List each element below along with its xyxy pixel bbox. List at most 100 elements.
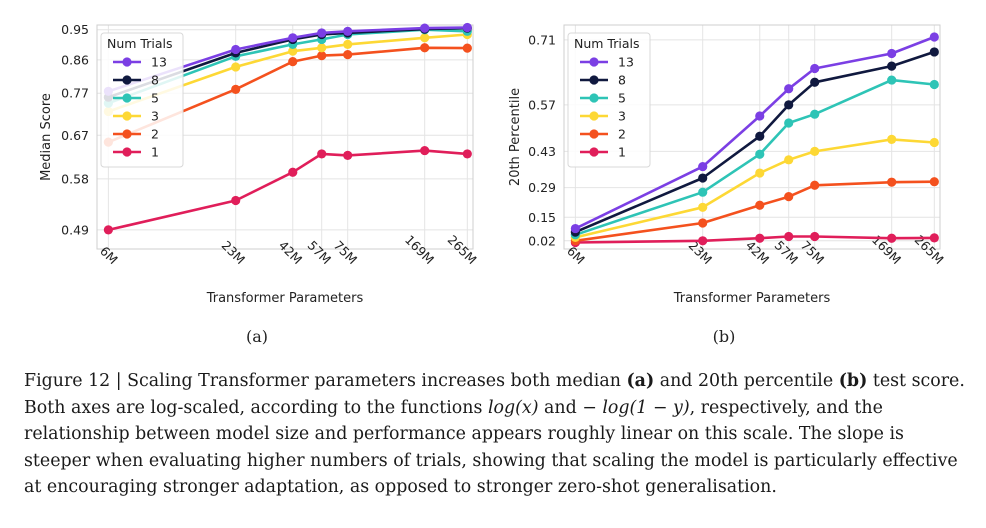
x-tick-label: 169M — [402, 232, 437, 267]
data-point — [810, 63, 820, 74]
data-point — [317, 28, 327, 38]
x-tick-label: 75M — [331, 238, 360, 267]
data-point — [231, 62, 241, 72]
series-1 — [103, 145, 472, 235]
data-point — [288, 46, 298, 56]
plot-frame-a — [96, 24, 474, 250]
data-point — [887, 75, 897, 85]
y-tick-label: 0.95 — [61, 22, 89, 37]
data-point — [755, 233, 765, 243]
y-tick-label: 0.77 — [61, 86, 89, 101]
series-13 — [570, 32, 939, 234]
legend-swatch-marker — [589, 147, 599, 157]
data-point — [462, 149, 472, 159]
caption-text-1: Figure 12 | Scaling Transformer paramete… — [24, 371, 627, 391]
caption-text-4: and — [538, 397, 583, 418]
data-point — [929, 32, 939, 42]
data-point — [929, 233, 939, 243]
series-8 — [570, 47, 939, 237]
legend-label: 8 — [618, 73, 626, 88]
legend-swatch-marker — [122, 75, 132, 85]
x-tick-label: 75M — [798, 238, 827, 267]
data-point — [420, 23, 430, 33]
legend-swatch-marker — [589, 93, 599, 103]
caption-function-1: log(x) — [487, 397, 539, 418]
legend-label: 8 — [151, 73, 159, 88]
data-point — [887, 134, 897, 144]
data-point — [810, 146, 820, 156]
series-5 — [570, 75, 939, 240]
legend-b: Num Trials 13 8 5 3 2 1 — [567, 32, 651, 168]
x-axis-label: Transformer Parameters — [206, 291, 364, 306]
y-tick-label: 0.29 — [528, 180, 556, 195]
legend-swatch-marker — [122, 147, 132, 157]
x-axis-label: Transformer Parameters — [673, 291, 831, 306]
legend-label: 3 — [618, 109, 626, 124]
data-point — [462, 43, 472, 53]
data-point — [698, 161, 708, 172]
legend-label: 1 — [151, 145, 159, 160]
data-point — [755, 131, 765, 141]
data-point — [755, 200, 765, 210]
x-tick-label: 265M — [445, 232, 480, 267]
legend-title: Num Trials — [107, 36, 172, 51]
y-tick-label: 0.02 — [528, 233, 556, 248]
y-tick-label: 0.58 — [61, 171, 89, 186]
data-point — [810, 109, 820, 119]
caption-text-2: and 20th percentile — [654, 371, 839, 391]
panel-label: (a) — [246, 327, 268, 346]
data-point — [698, 187, 708, 197]
data-point — [462, 22, 472, 33]
legend-title: Num Trials — [574, 36, 639, 51]
data-point — [810, 77, 820, 87]
series-3 — [570, 134, 939, 242]
legend-swatch-marker — [122, 111, 132, 121]
data-point — [810, 231, 820, 242]
legend-label: 13 — [618, 55, 634, 70]
data-point — [784, 84, 794, 94]
legend-swatch-marker — [589, 129, 599, 139]
legend-label: 13 — [151, 55, 167, 70]
data-point — [570, 223, 580, 234]
y-tick-label: 0.43 — [528, 144, 556, 159]
legend-label: 2 — [618, 127, 626, 142]
x-tick-label: 42M — [276, 238, 305, 267]
data-point — [420, 43, 430, 53]
series-13 — [103, 22, 472, 96]
data-point — [784, 118, 794, 128]
data-point — [231, 84, 241, 94]
legend-label: 1 — [618, 145, 626, 160]
panel-label: (b) — [713, 327, 736, 346]
data-point — [103, 225, 113, 235]
data-point — [698, 236, 708, 246]
data-point — [755, 168, 765, 178]
data-point — [755, 111, 765, 121]
y-tick-label: 0.67 — [61, 128, 89, 143]
data-point — [887, 177, 897, 187]
data-point — [317, 149, 327, 159]
data-point — [420, 145, 430, 156]
legend-swatch-marker — [589, 57, 599, 67]
caption-text-3: test score. Both axes are log-scaled, ac… — [24, 371, 965, 418]
caption-ref-a: (a) — [626, 371, 655, 391]
data-point — [929, 177, 939, 187]
legend-label: 5 — [618, 91, 626, 106]
y-tick-label: 0.57 — [528, 97, 556, 112]
data-point — [343, 26, 353, 36]
data-point — [698, 218, 708, 228]
legend-label: 2 — [151, 127, 159, 142]
x-tick-label: 57M — [305, 238, 334, 267]
legend-label: 3 — [151, 109, 159, 124]
caption-ref-b: (b) — [838, 371, 868, 391]
data-point — [343, 150, 353, 160]
caption-function-2: − log(1 − y) — [582, 397, 690, 418]
plot-frame-b — [563, 24, 941, 250]
legend-swatch-marker — [122, 93, 132, 103]
legend-swatch-marker — [122, 129, 132, 139]
y-tick-label: 0.71 — [528, 32, 556, 47]
x-tick-label: 6M — [97, 243, 121, 267]
data-point — [288, 167, 298, 177]
